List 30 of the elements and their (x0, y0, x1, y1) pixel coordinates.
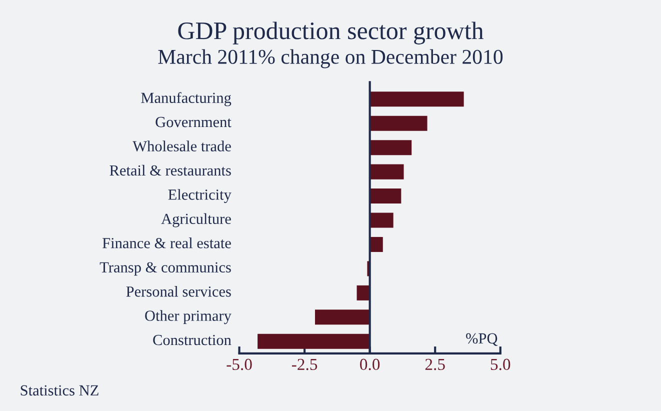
chart-subtitle: March 2011% change on December 2010 (158, 49, 503, 68)
y-tick-label: Construction (153, 334, 232, 346)
x-tick-label: 0.0 (360, 358, 380, 370)
y-tick-label: Retail & restaurants (110, 164, 231, 176)
annotation: %PQ (466, 333, 498, 346)
y-tick-label: Government (156, 116, 232, 128)
bar (370, 92, 464, 107)
y-tick-label: Wholesale trade (132, 140, 231, 152)
y-tick-label: Personal services (126, 286, 231, 297)
y-tick-label: Finance & real estate (102, 238, 231, 248)
bar (356, 285, 370, 300)
bar (370, 236, 383, 252)
bar (315, 310, 370, 325)
y-tick-label: Transp & communics (100, 262, 231, 276)
bar (370, 164, 404, 180)
chart-title: GDP production sector growth (178, 22, 484, 44)
x-tick-label: 2.5 (425, 358, 445, 370)
text: Statistics NZ (20, 385, 98, 396)
bar (370, 116, 428, 131)
y-tick-label: Electricity (168, 189, 232, 203)
y-tick-label: Other primary (145, 310, 232, 324)
x-tick-label: 5.0 (490, 358, 510, 370)
bar (370, 188, 402, 204)
y-tick-label: Manufacturing (141, 92, 232, 106)
bar (258, 334, 370, 349)
bar (370, 212, 394, 228)
bar (370, 140, 412, 156)
x-tick-label: -2.5 (292, 358, 318, 370)
x-tick-label: -5.0 (226, 358, 252, 370)
y-tick-label: Agriculture (161, 213, 231, 228)
